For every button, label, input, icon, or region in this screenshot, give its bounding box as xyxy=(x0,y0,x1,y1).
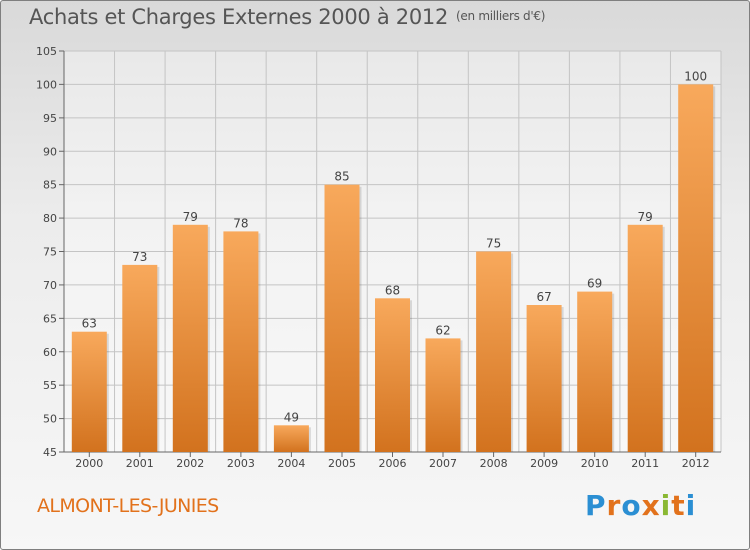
x-tick-label: 2011 xyxy=(631,457,659,470)
logo-letter: P xyxy=(585,489,607,522)
x-tick-label: 2010 xyxy=(581,457,609,470)
bar xyxy=(476,251,512,452)
bar xyxy=(223,231,259,452)
chart-unit: (en milliers d'€) xyxy=(456,9,546,23)
labels: 63 2000 73 2001 79 2002 78 2003 49 2004 85 2005 68 20… xyxy=(75,69,709,470)
x-tick-label: 2000 xyxy=(75,457,103,470)
y-tick-label: 50 xyxy=(43,413,57,426)
y-tick-label: 60 xyxy=(43,346,57,359)
bar-value-label: 75 xyxy=(486,237,501,251)
bar xyxy=(577,291,613,452)
x-tick-label: 2001 xyxy=(126,457,154,470)
chart-title: Achats et Charges Externes 2000 à 2012 (e… xyxy=(29,5,545,29)
bar-value-label: 79 xyxy=(183,210,198,224)
logo-letter: o xyxy=(621,489,642,522)
bar xyxy=(375,298,410,452)
bar-value-label: 100 xyxy=(684,69,707,83)
logo-letter: i xyxy=(685,489,697,522)
x-tick-label: 2009 xyxy=(530,457,558,470)
y-tick-label: 90 xyxy=(43,145,57,158)
bar-value-label: 79 xyxy=(638,210,653,224)
bar-value-label: 63 xyxy=(82,317,97,331)
bar xyxy=(324,184,360,452)
chart-title-text: Achats et Charges Externes 2000 à 2012 xyxy=(29,5,449,29)
bars xyxy=(71,84,716,453)
y-tick-label: 75 xyxy=(43,246,57,259)
bar xyxy=(273,425,309,452)
bar-value-label: 69 xyxy=(587,277,602,291)
x-tick-label: 2007 xyxy=(429,457,457,470)
y-tick-label: 105 xyxy=(36,45,57,58)
y-tick-label: 55 xyxy=(43,379,57,392)
y-tick-label: 85 xyxy=(43,179,57,192)
x-tick-label: 2012 xyxy=(682,457,710,470)
bar-value-label: 78 xyxy=(233,216,248,230)
bar-value-label: 68 xyxy=(385,283,400,297)
x-tick-label: 2004 xyxy=(277,457,305,470)
proxiti-logo: Proxiti xyxy=(585,489,696,522)
bar xyxy=(122,264,158,452)
logo-letter: t xyxy=(671,489,686,522)
bar-value-label: 85 xyxy=(334,170,349,184)
bar xyxy=(678,84,714,453)
bar-value-label: 62 xyxy=(435,323,450,337)
y-tick-label: 45 xyxy=(43,446,57,459)
logo-letter: i xyxy=(660,489,672,522)
bar xyxy=(172,224,208,452)
y-tick-label: 70 xyxy=(43,279,57,292)
y-tick-label: 100 xyxy=(36,78,57,91)
logo-letter: r xyxy=(606,489,622,522)
logo-letter: x xyxy=(641,489,661,522)
y-tick-label: 95 xyxy=(43,112,57,125)
x-tick-label: 2002 xyxy=(176,457,204,470)
bar xyxy=(425,338,461,452)
x-tick-label: 2008 xyxy=(480,457,508,470)
commune-name: ALMONT-LES-JUNIES xyxy=(37,495,219,517)
y-tick-label: 65 xyxy=(43,312,57,325)
y-tick-label: 80 xyxy=(43,212,57,225)
bar xyxy=(627,224,663,452)
bar-value-label: 73 xyxy=(132,250,147,264)
x-tick-label: 2005 xyxy=(328,457,356,470)
x-tick-label: 2003 xyxy=(227,457,255,470)
bar-value-label: 49 xyxy=(284,410,299,424)
bar-value-label: 67 xyxy=(536,290,551,304)
x-tick-label: 2006 xyxy=(379,457,407,470)
bar xyxy=(526,305,562,452)
bar xyxy=(71,331,107,452)
